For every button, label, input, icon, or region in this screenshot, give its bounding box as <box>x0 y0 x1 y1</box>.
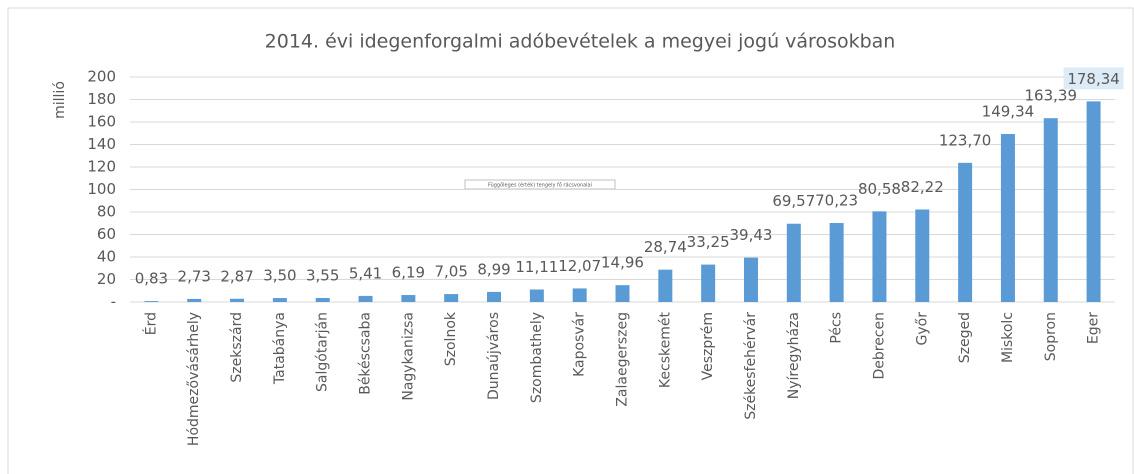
x-tick-label: Dunaújváros <box>486 312 502 400</box>
chart-title: 2014. évi idegenforgalmi adóbevételek a … <box>265 31 896 53</box>
x-tick-label: Miskolc <box>1000 312 1016 363</box>
bar <box>401 295 416 302</box>
value-label: 12,07 <box>558 257 601 275</box>
bar <box>786 223 801 302</box>
bar <box>1086 101 1101 303</box>
x-tick-label: Szekszárd <box>229 312 245 383</box>
y-tick-label: 60 <box>97 225 116 243</box>
value-label: 3,55 <box>306 267 339 285</box>
y-tick-label: 140 <box>87 135 116 153</box>
y-axis-label: millió <box>52 81 68 119</box>
value-label: 3,50 <box>263 267 296 285</box>
value-label: 33,25 <box>687 233 730 251</box>
x-tick-label: Debrecen <box>871 312 887 380</box>
bar <box>658 269 673 302</box>
value-label: 28,74 <box>644 238 687 256</box>
value-label: 149,34 <box>982 102 1035 120</box>
value-label: 11,11 <box>515 258 558 276</box>
y-tick-label: 160 <box>87 113 116 131</box>
bar <box>358 295 373 302</box>
bar <box>1043 118 1058 302</box>
bar <box>529 289 544 302</box>
value-label: 39,43 <box>730 226 773 244</box>
value-label: 6,19 <box>392 264 425 282</box>
value-label: 178,34 <box>1067 70 1120 88</box>
bar <box>187 298 202 302</box>
bar <box>572 288 587 302</box>
tooltip: Függőleges (érték) tengely fő rácsvonala… <box>488 182 592 189</box>
bar <box>230 298 245 302</box>
x-tick-label: Sopron <box>1043 312 1059 361</box>
y-tick-label: - <box>111 293 116 311</box>
value-label: 163,39 <box>1025 87 1078 105</box>
x-tick-label: Pécs <box>829 312 845 344</box>
bar <box>701 264 716 302</box>
value-label: 8,99 <box>477 260 510 278</box>
value-label: 70,23 <box>815 191 858 209</box>
value-label: 80,58 <box>858 180 901 198</box>
bar <box>958 162 973 302</box>
bar <box>615 285 630 302</box>
x-tick-label: Székesfehérvár <box>743 312 759 420</box>
value-label: 123,70 <box>939 131 992 149</box>
bar <box>829 222 844 302</box>
x-tick-label: Eger <box>1086 312 1102 344</box>
value-label: 7,05 <box>434 263 467 281</box>
x-tick-label: Veszprém <box>700 312 716 380</box>
bar <box>872 211 887 302</box>
bar <box>915 209 930 302</box>
bar <box>315 298 330 302</box>
x-tick-label: Szombathely <box>529 312 545 403</box>
value-label: 5,41 <box>349 264 382 282</box>
x-tick-label: Szeged <box>957 312 973 363</box>
y-tick-label: 120 <box>87 158 116 176</box>
x-tick-label: Békéscsaba <box>358 312 374 395</box>
y-tick-label: 20 <box>97 270 116 288</box>
bar <box>444 294 459 302</box>
y-tick-label: 80 <box>97 203 116 221</box>
value-label: 82,22 <box>901 178 944 196</box>
x-tick-label: Kecskemét <box>657 312 673 389</box>
label-highlight <box>1063 67 1124 90</box>
value-label: 69,57 <box>772 192 815 210</box>
value-label: 0,83 <box>135 270 168 288</box>
value-label: 2,87 <box>220 267 253 285</box>
chart-frame <box>7 7 1134 474</box>
x-tick-label: Nagykanizsa <box>400 312 416 401</box>
bar <box>487 291 502 302</box>
x-tick-label: Zalaegerszeg <box>615 312 631 407</box>
x-tick-label: Kaposvár <box>572 312 588 377</box>
value-label: 14,96 <box>601 254 644 272</box>
x-tick-label: Győr <box>914 312 930 346</box>
y-tick-label: 180 <box>87 90 116 108</box>
bar <box>144 301 159 302</box>
x-tick-label: Nyíregyháza <box>786 312 802 399</box>
x-tick-label: Szolnok <box>443 311 459 366</box>
value-label: 2,73 <box>178 267 211 285</box>
bar <box>743 257 758 302</box>
x-tick-label: Tatabánya <box>272 312 288 385</box>
y-tick-label: 200 <box>87 68 116 86</box>
x-tick-label: Érd <box>142 312 159 335</box>
x-tick-label: Salgótarján <box>315 312 331 392</box>
y-tick-label: 40 <box>97 248 116 266</box>
y-tick-label: 100 <box>87 180 116 198</box>
bar <box>272 298 287 302</box>
bar <box>1000 133 1015 302</box>
x-tick-label: Hódmezővásárhely <box>186 312 202 446</box>
